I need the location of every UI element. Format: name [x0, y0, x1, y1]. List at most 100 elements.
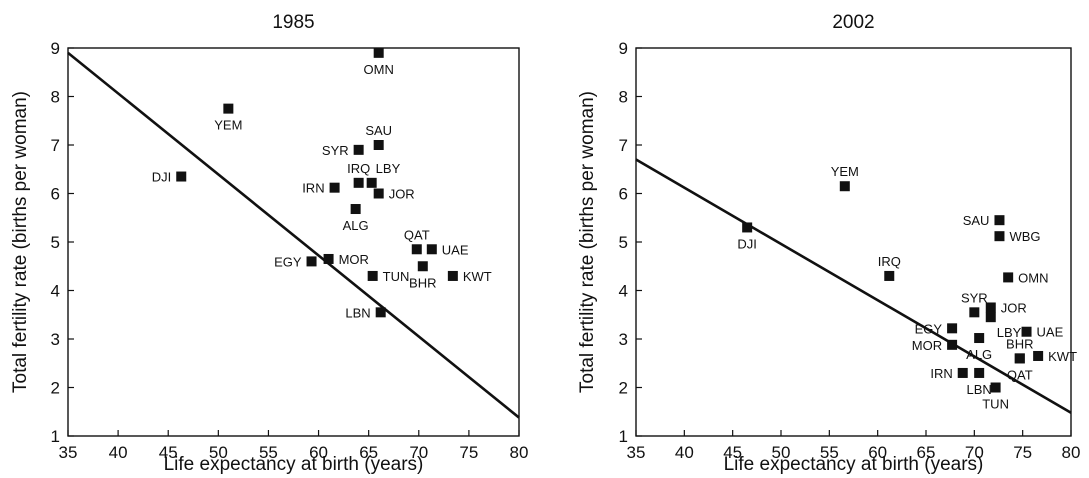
data-point [994, 215, 1005, 226]
y-tick-label: 6 [51, 185, 60, 204]
point-label: IRQ [347, 161, 370, 176]
point-label: DJI [737, 236, 757, 251]
point-label: TUN [982, 397, 1009, 412]
data-point [884, 270, 895, 281]
point-label: MOR [912, 338, 942, 353]
point-label: SAU [365, 123, 392, 138]
data-point [947, 323, 958, 334]
data-point [353, 144, 364, 155]
chart-title: 1985 [272, 12, 314, 33]
point-label: SAU [963, 213, 990, 228]
point-label: OMN [364, 62, 394, 77]
y-tick-label: 3 [619, 330, 628, 349]
x-tick-label: 35 [627, 443, 646, 462]
point-label: ALG [343, 218, 369, 233]
data-point [417, 261, 428, 272]
x-tick-label: 60 [868, 443, 887, 462]
y-tick-label: 9 [619, 39, 628, 58]
point-label: SYR [961, 290, 988, 305]
x-tick-label: 45 [723, 443, 742, 462]
data-point [994, 231, 1005, 242]
data-point [947, 339, 958, 350]
y-tick-label: 2 [619, 379, 628, 398]
data-point [350, 204, 361, 215]
y-axis-label: Total fertility rate (births per woman) [10, 91, 31, 393]
y-tick-label: 6 [619, 185, 628, 204]
y-tick-label: 2 [51, 379, 60, 398]
point-label: IRN [930, 366, 952, 381]
x-tick-label: 75 [1013, 443, 1032, 462]
data-point [329, 182, 340, 193]
x-tick-label: 40 [675, 443, 694, 462]
data-point [411, 244, 422, 255]
point-label: ALG [966, 347, 992, 362]
y-tick-label: 8 [51, 88, 60, 107]
point-label: MOR [339, 252, 369, 267]
y-tick-label: 7 [51, 136, 60, 155]
y-tick-label: 5 [51, 233, 60, 252]
data-point [974, 333, 985, 344]
y-tick-label: 4 [51, 282, 60, 301]
point-label: SYR [322, 143, 349, 158]
point-label: LBY [376, 161, 401, 176]
data-point [957, 367, 968, 378]
y-tick-label: 7 [619, 136, 628, 155]
point-label: UAE [1037, 325, 1064, 340]
data-point [1003, 272, 1014, 283]
point-label: YEM [214, 118, 242, 133]
data-point [375, 307, 386, 318]
plot-frame [635, 47, 1072, 437]
point-label: WBG [1009, 229, 1040, 244]
data-point [969, 307, 980, 318]
point-label: IRN [302, 181, 324, 196]
data-point [990, 382, 1001, 393]
x-tick-label: 65 [359, 443, 378, 462]
data-point [373, 188, 384, 199]
x-tick-label: 60 [309, 443, 328, 462]
x-tick-label: 70 [965, 443, 984, 462]
x-tick-label: 55 [259, 443, 278, 462]
data-point [426, 244, 437, 255]
x-axis-label: Life expectancy at birth (years) [724, 454, 984, 475]
point-label: UAE [442, 242, 469, 257]
y-tick-label: 1 [619, 427, 628, 446]
point-label: JOR [389, 187, 415, 202]
y-tick-label: 4 [619, 282, 628, 301]
point-label: TUN [383, 269, 410, 284]
x-tick-label: 70 [409, 443, 428, 462]
data-point [974, 367, 985, 378]
data-point [985, 312, 996, 323]
point-label: KWT [1048, 349, 1077, 364]
chart-title: 2002 [832, 12, 874, 33]
y-tick-label: 3 [51, 330, 60, 349]
x-tick-label: 35 [59, 443, 78, 462]
data-point [353, 177, 364, 188]
point-label: JOR [1001, 300, 1027, 315]
point-label: BHR [1006, 336, 1033, 351]
x-tick-label: 80 [1062, 443, 1081, 462]
x-tick-label: 75 [459, 443, 478, 462]
point-label: LBN [345, 305, 370, 320]
x-tick-label: 45 [159, 443, 178, 462]
data-point [366, 177, 377, 188]
point-label: EGY [915, 321, 943, 336]
x-tick-label: 50 [772, 443, 791, 462]
x-tick-label: 80 [510, 443, 529, 462]
point-label: LBN [967, 382, 992, 397]
data-point [367, 270, 378, 281]
data-point [742, 222, 753, 233]
data-point [1033, 350, 1044, 361]
data-point [373, 140, 384, 150]
trend-line [67, 51, 520, 419]
data-point [176, 171, 187, 182]
x-axis-label: Life expectancy at birth (years) [164, 454, 424, 475]
x-tick-label: 40 [109, 443, 128, 462]
point-label: BHR [409, 275, 436, 290]
y-tick-label: 5 [619, 233, 628, 252]
x-tick-label: 50 [209, 443, 228, 462]
y-tick-label: 9 [51, 39, 60, 58]
point-label: EGY [274, 254, 302, 269]
data-point [985, 302, 996, 313]
